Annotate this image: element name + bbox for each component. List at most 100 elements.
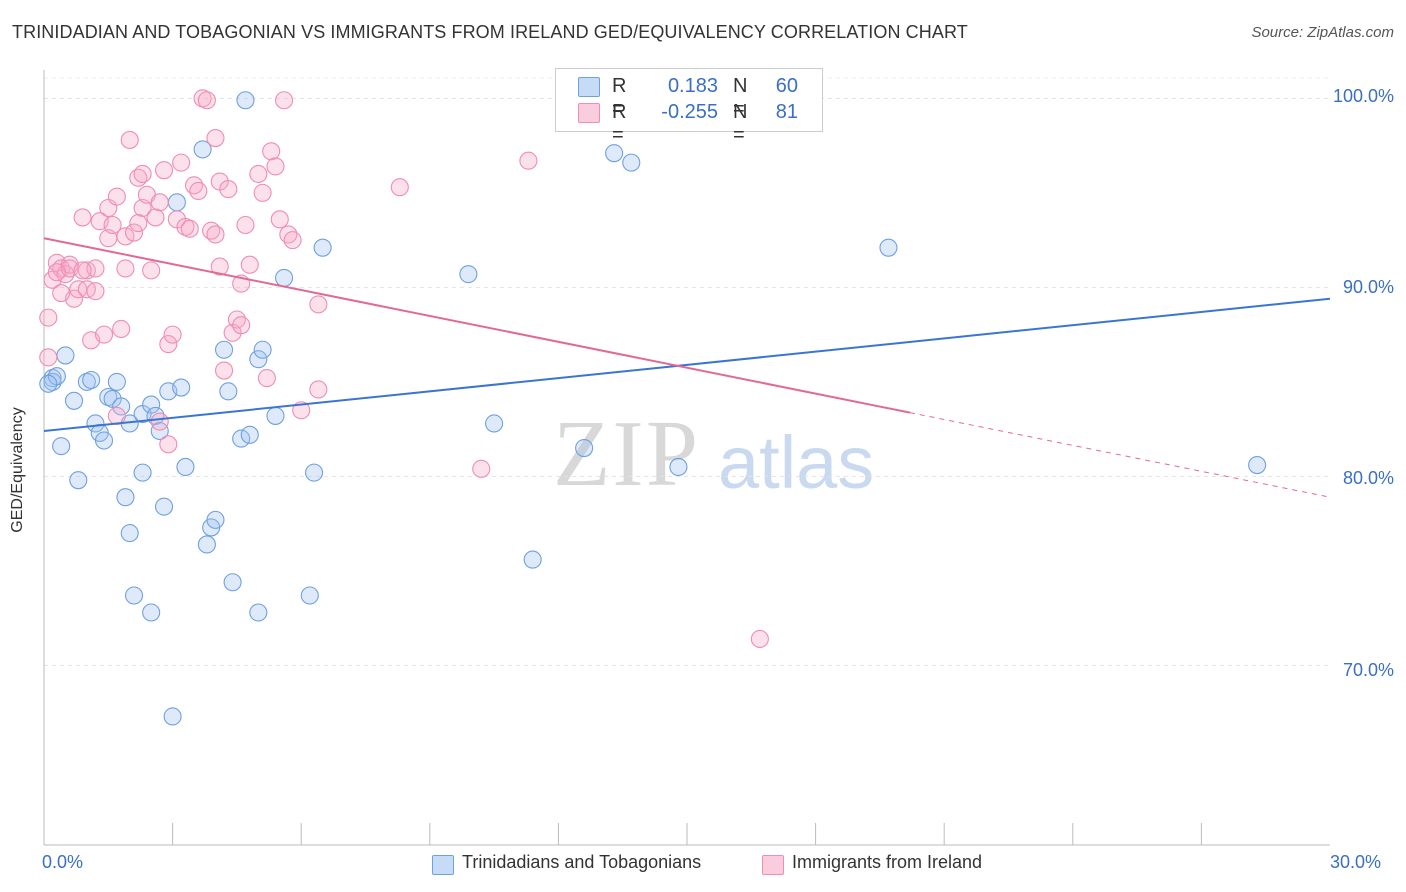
point-trinidadian-18 [120, 524, 139, 543]
point-ireland-71 [107, 406, 126, 425]
point-ireland-26 [133, 164, 152, 184]
point-trinidadian-46 [275, 268, 294, 287]
point-ireland-37 [172, 153, 191, 172]
legend-n-value: 81 [775, 101, 798, 123]
point-trinidadian-54 [605, 144, 624, 163]
point-ireland-63 [283, 231, 302, 250]
point-trinidadian-25 [150, 421, 169, 441]
trend-line-trinidadian [43, 297, 1331, 433]
point-ireland-33 [154, 161, 174, 180]
point-trinidadian-49 [313, 238, 332, 257]
point-trinidadian-45 [266, 406, 285, 425]
chart-title: TRINIDADIAN AND TOBAGONIAN VS IMMIGRANTS… [12, 22, 968, 42]
x-tick-label-30: 30.0% [1330, 852, 1382, 872]
point-ireland-45 [206, 128, 225, 148]
point-ireland-54 [240, 255, 259, 274]
point-trinidadian-51 [485, 414, 504, 433]
point-trinidadian-53 [575, 438, 594, 458]
point-trinidadian-4 [56, 346, 75, 365]
point-trinidadian-57 [879, 238, 898, 257]
trend-line-ireland-extrapolated [909, 412, 1331, 498]
point-trinidadian-47 [300, 586, 319, 605]
point-trinidadian-3 [52, 437, 71, 456]
point-trinidadian-16 [116, 488, 135, 507]
y-axis-label: GED/Equivalency [9, 407, 26, 533]
legend-label-pink: Immigrants from Ireland [792, 852, 983, 872]
point-trinidadian-15 [112, 397, 131, 416]
point-ireland-20 [112, 319, 131, 339]
point-trinidadian-31 [176, 457, 195, 477]
point-ireland-79 [47, 263, 66, 282]
point-ireland-1 [39, 348, 58, 367]
point-ireland-52 [232, 316, 251, 335]
legend-swatch-pink [762, 855, 784, 875]
point-ireland-34 [159, 335, 178, 354]
y-tick-label-70: 70.0% [1342, 660, 1394, 680]
point-ireland-15 [94, 325, 114, 344]
point-ireland-60 [270, 210, 289, 229]
point-trinidadian-52 [523, 550, 542, 569]
point-trinidadian-22 [142, 395, 161, 414]
point-trinidadian-8 [82, 370, 101, 390]
point-trinidadian-19 [124, 586, 144, 605]
point-ireland-61 [275, 91, 294, 110]
point-ireland-0 [39, 308, 58, 327]
point-ireland-29 [142, 261, 161, 280]
point-ireland-56 [253, 183, 272, 202]
watermark-atlas: atlas [718, 421, 875, 504]
point-trinidadian-41 [240, 425, 259, 444]
point-ireland-67 [390, 178, 409, 197]
point-ireland-35 [163, 325, 182, 344]
point-trinidadian-35 [206, 510, 225, 529]
legend-n-value: 60 [775, 75, 798, 97]
point-trinidadian-58 [1248, 456, 1267, 475]
legend-n-label: N = [733, 101, 748, 146]
point-trinidadian-29 [167, 193, 186, 212]
x-tick-label-0: 0.0% [42, 852, 84, 872]
point-ireland-9 [73, 208, 92, 227]
point-ireland-72 [159, 435, 178, 454]
legend-r-value: 0.183 [667, 75, 718, 97]
chart-source: Source: ZipAtlas.com [1251, 24, 1394, 41]
legend-n-label: N = [733, 75, 748, 120]
point-trinidadian-5 [64, 391, 84, 410]
point-ireland-76 [129, 214, 148, 233]
point-ireland-23 [120, 130, 139, 149]
point-ireland-13 [86, 282, 105, 301]
point-ireland-65 [309, 295, 328, 314]
point-ireland-75 [73, 261, 92, 280]
point-ireland-24 [124, 223, 144, 242]
point-trinidadian-42 [249, 603, 268, 622]
point-trinidadian-40 [236, 91, 255, 110]
point-ireland-30 [146, 208, 165, 227]
y-tick-label-80: 80.0% [1342, 468, 1394, 488]
legend-swatch-blue [432, 855, 454, 875]
point-trinidadian-59 [39, 374, 58, 393]
point-trinidadian-50 [459, 265, 478, 284]
point-ireland-69 [519, 151, 538, 170]
point-trinidadian-23 [142, 603, 161, 622]
point-trinidadian-48 [305, 463, 324, 482]
point-ireland-80 [52, 283, 71, 303]
point-trinidadian-39 [232, 429, 251, 448]
trend-line-ireland [43, 237, 911, 414]
point-trinidadian-43 [249, 350, 268, 369]
point-ireland-59 [266, 157, 285, 176]
point-trinidadian-55 [622, 153, 641, 172]
point-ireland-32 [150, 412, 169, 431]
point-trinidadian-28 [163, 707, 182, 726]
point-ireland-48 [219, 180, 238, 199]
point-ireland-55 [249, 164, 268, 184]
point-ireland-22 [116, 227, 135, 246]
point-trinidadian-30 [172, 378, 191, 397]
point-trinidadian-20 [133, 463, 152, 482]
point-trinidadian-44 [253, 340, 272, 359]
point-ireland-47 [214, 361, 234, 380]
point-ireland-31 [150, 193, 169, 212]
stats-legend: R = 0.183 N = 60 R = -0.255 N = 81 [555, 68, 823, 146]
point-trinidadian-37 [219, 382, 238, 401]
point-ireland-66 [309, 380, 328, 399]
legend-label-blue: Trinidadians and Tobagonians [462, 852, 702, 872]
legend-swatch-pink [578, 103, 600, 123]
